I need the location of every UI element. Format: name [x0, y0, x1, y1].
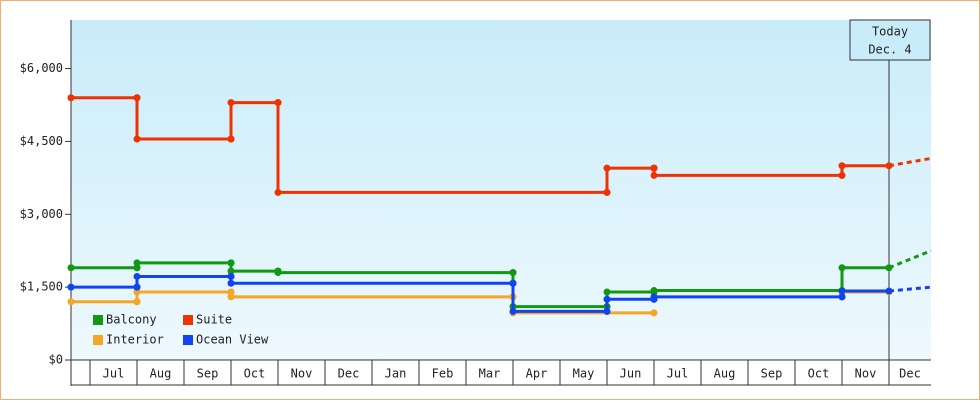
point	[603, 188, 611, 196]
legend-label: Balcony	[106, 313, 157, 327]
y-tick-label: $1,500	[20, 280, 63, 294]
point	[227, 259, 235, 267]
y-tick-label: $4,500	[20, 134, 63, 148]
x-tick-label: Nov	[291, 367, 313, 381]
point	[603, 295, 611, 303]
legend-swatch	[93, 335, 103, 345]
x-tick-label: Sep	[761, 367, 783, 381]
point	[133, 264, 141, 272]
point	[509, 279, 517, 287]
point	[67, 264, 75, 272]
point	[133, 298, 141, 306]
point	[133, 283, 141, 291]
x-tick-label: Jan	[385, 367, 407, 381]
point	[509, 269, 517, 277]
point	[603, 164, 611, 172]
point	[67, 298, 75, 306]
x-tick-label: Dec	[338, 367, 360, 381]
x-tick-label: Feb	[432, 367, 454, 381]
point	[133, 94, 141, 102]
x-tick-label: Sep	[197, 367, 219, 381]
point	[838, 264, 846, 272]
point	[67, 94, 75, 102]
x-tick-label: Oct	[808, 367, 830, 381]
x-tick-label: Mar	[479, 367, 501, 381]
x-tick-label: Aug	[714, 367, 736, 381]
x-tick-label: Aug	[150, 367, 172, 381]
today-label: Today	[872, 25, 908, 39]
point	[838, 171, 846, 179]
projection	[888, 249, 932, 270]
point	[133, 272, 141, 280]
today-label: Dec. 4	[868, 43, 911, 57]
point	[274, 188, 282, 196]
point	[650, 171, 658, 179]
y-tick-label: $6,000	[20, 61, 63, 75]
point	[227, 288, 235, 296]
point	[509, 307, 517, 315]
projection	[888, 285, 932, 293]
point	[650, 287, 658, 295]
point	[650, 293, 658, 301]
projection	[888, 156, 932, 168]
point	[227, 135, 235, 143]
x-tick-label: Apr	[526, 367, 548, 381]
point	[274, 99, 282, 107]
legend-label: Interior	[106, 333, 164, 347]
point	[650, 164, 658, 172]
x-tick-label: Dec	[899, 367, 921, 381]
point	[227, 272, 235, 280]
plot-area	[71, 20, 931, 360]
y-tick-label: $0	[49, 353, 63, 367]
legend-swatch	[93, 315, 103, 325]
point	[227, 267, 235, 275]
point	[274, 269, 282, 277]
x-tick-label: Jul	[667, 367, 689, 381]
x-tick-label: Oct	[244, 367, 266, 381]
point	[650, 309, 658, 317]
point	[838, 287, 846, 295]
x-tick-label: Jul	[103, 367, 125, 381]
today-box	[849, 19, 931, 61]
point	[227, 279, 235, 287]
legend-label: Suite	[196, 313, 232, 327]
point	[227, 99, 235, 107]
legend-label: Ocean View	[196, 333, 269, 347]
point	[133, 135, 141, 143]
legend-swatch	[183, 335, 193, 345]
x-tick-label: Nov	[855, 367, 877, 381]
point	[603, 288, 611, 296]
x-tick-label: May	[573, 367, 595, 381]
x-tick-label: Jun	[620, 367, 642, 381]
point	[227, 293, 235, 301]
point	[838, 293, 846, 301]
legend-swatch	[183, 315, 193, 325]
point	[133, 288, 141, 296]
point	[133, 259, 141, 267]
point	[838, 162, 846, 170]
y-tick-label: $3,000	[20, 207, 63, 221]
point	[67, 283, 75, 291]
point	[603, 307, 611, 315]
